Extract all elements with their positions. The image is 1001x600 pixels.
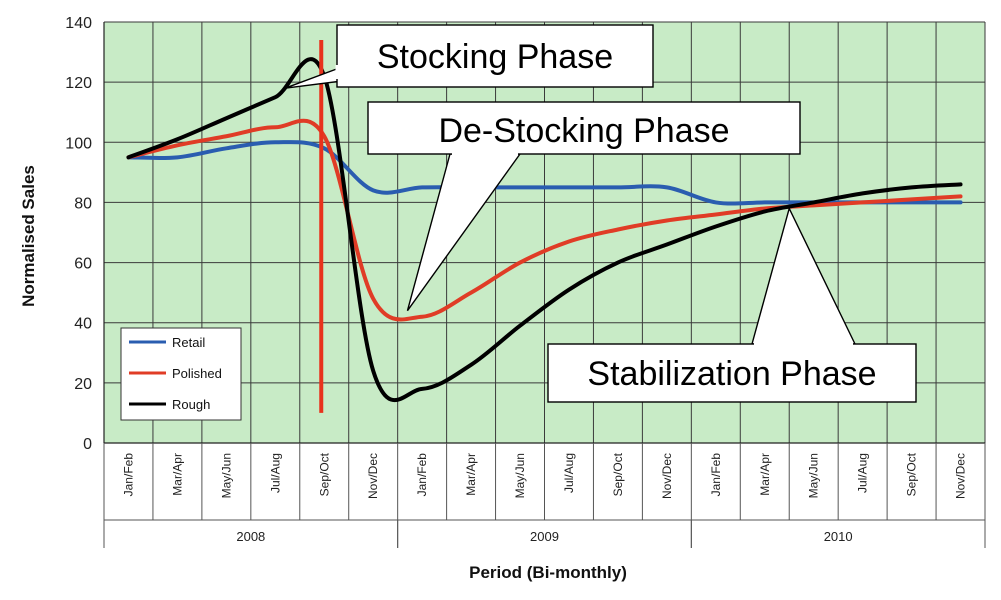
y-tick-label: 40: [74, 316, 92, 333]
y-tick-label: 60: [74, 256, 92, 273]
x-tick-label: Sep/Oct: [905, 452, 919, 496]
legend: Retail Polished Rough: [120, 327, 242, 421]
y-axis-ticks: 0 20 40 60 80 100 120 140: [65, 15, 92, 453]
x-tick-label: Nov/Dec: [954, 453, 968, 499]
callout-box: [547, 343, 917, 403]
x-tick-label: Nov/Dec: [660, 453, 674, 499]
y-tick-label: 120: [65, 75, 92, 92]
callout-box: [336, 24, 654, 88]
series-line-polished: [126, 118, 963, 322]
x-axis-title: Period (Bi-monthly): [469, 563, 627, 582]
year-label: 2008: [236, 529, 265, 544]
y-axis-title: Normalised Sales: [19, 165, 38, 307]
x-tick-label: Mar/Apr: [758, 453, 772, 496]
year-label: 2009: [530, 529, 559, 544]
series-line-rough: [126, 57, 963, 403]
y-tick-label: 100: [65, 135, 92, 152]
x-tick-label: Jul/Aug: [268, 453, 282, 493]
x-tick-label: Jan/Feb: [121, 453, 135, 497]
x-tick-label: Jan/Feb: [709, 453, 723, 497]
x-tick-label: Sep/Oct: [317, 452, 331, 496]
legend-label: Retail: [172, 335, 205, 350]
legend-label: Rough: [172, 397, 210, 412]
x-tick-label: Mar/Apr: [170, 453, 184, 496]
callout-label: De-Stocking Phase: [438, 112, 729, 150]
callout-box: [367, 101, 801, 155]
legend-label: Polished: [172, 366, 222, 381]
y-tick-label: 0: [83, 436, 92, 453]
x-tick-label: Sep/Oct: [611, 452, 625, 496]
y-tick-label: 140: [65, 15, 92, 32]
y-tick-label: 80: [74, 195, 92, 212]
x-tick-label: Nov/Dec: [366, 453, 380, 499]
year-label: 2010: [824, 529, 853, 544]
x-tick-label: Jan/Feb: [415, 453, 429, 497]
phase-callouts: Stocking Phase De-Stocking Phase Stabiliza…: [284, 24, 917, 403]
series-lines: [126, 57, 963, 403]
x-tick-label: May/Jun: [807, 453, 821, 498]
x-tick-label: Mar/Apr: [464, 453, 478, 496]
callout-label: Stabilization Phase: [587, 355, 876, 393]
x-tick-label: May/Jun: [513, 453, 527, 498]
x-tick-label: Jul/Aug: [856, 453, 870, 493]
callout-label: Stocking Phase: [377, 38, 613, 76]
x-axis: Jan/Feb Mar/Apr May/Jun Jul/Aug Sep/Oct Nov/D…: [103, 22, 986, 548]
y-tick-label: 20: [74, 376, 92, 393]
x-tick-label: May/Jun: [219, 453, 233, 498]
x-tick-label: Jul/Aug: [562, 453, 576, 493]
